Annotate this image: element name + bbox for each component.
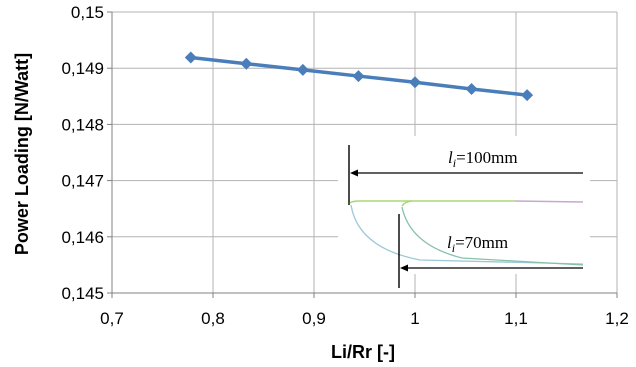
inset-background (338, 136, 590, 274)
y-tick-label-3: 0,148 (61, 115, 104, 134)
data-point-0-0 (184, 51, 197, 64)
x-tick-label-4: 1,1 (504, 309, 528, 328)
data-point-0-6 (521, 89, 534, 102)
data-point-0-2 (296, 63, 309, 76)
inset-arrowhead-70mm (400, 264, 408, 272)
inset-blade-100mm-top (349, 200, 515, 204)
data-point-0-5 (465, 82, 478, 95)
inset-label-70mm-text: =70mm (455, 233, 508, 252)
inset-label-70mm: li=70mm (447, 233, 508, 255)
data-point-0-4 (409, 76, 421, 89)
inset-label-70mm-sub: i (452, 241, 455, 255)
axes: 0,7 0,8 0,9 1 1,1 1,2 0,145 0,146 0,147 0,148 0,14… (61, 3, 628, 328)
y-tick-label-4: 0,149 (61, 59, 104, 78)
inset-blade-70mm-curve (401, 206, 584, 266)
y-tick-label-5: 0,15 (71, 3, 104, 22)
inset-arrowhead-100mm (350, 169, 358, 177)
inset-label-100mm: li=100mm (448, 148, 518, 170)
data-point-0-3 (352, 70, 365, 83)
y-axis-title: Power Loading [N/Watt] (12, 53, 32, 255)
inset-label-70mm-var: l (447, 233, 452, 252)
inset-blade-100mm-curve (350, 204, 584, 265)
series (184, 51, 534, 102)
x-tick-label-1: 0,8 (201, 309, 225, 328)
x-tick-label-2: 0,9 (302, 309, 326, 328)
inset-label-100mm-text: =100mm (456, 148, 518, 167)
inset-blade-70mm-top (401, 200, 413, 207)
inset-label-100mm-var: l (448, 148, 453, 167)
x-tick-label-3: 1 (410, 309, 419, 328)
y-tick-label-0: 0,145 (61, 284, 104, 303)
inset-label-100mm-sub: i (453, 156, 456, 170)
y-tick-label-2: 0,147 (61, 172, 104, 191)
x-tick-label-5: 1,2 (605, 309, 629, 328)
y-tick-label-1: 0,146 (61, 228, 104, 247)
x-tick-label-0: 0,7 (100, 309, 124, 328)
data-point-0-1 (240, 57, 253, 70)
inset-blade-100mm-top-end (514, 200, 584, 203)
x-axis-title: Li/Rr [-] (331, 342, 395, 362)
inset-blade-illustration: li=100mm li=70mm (338, 136, 590, 288)
